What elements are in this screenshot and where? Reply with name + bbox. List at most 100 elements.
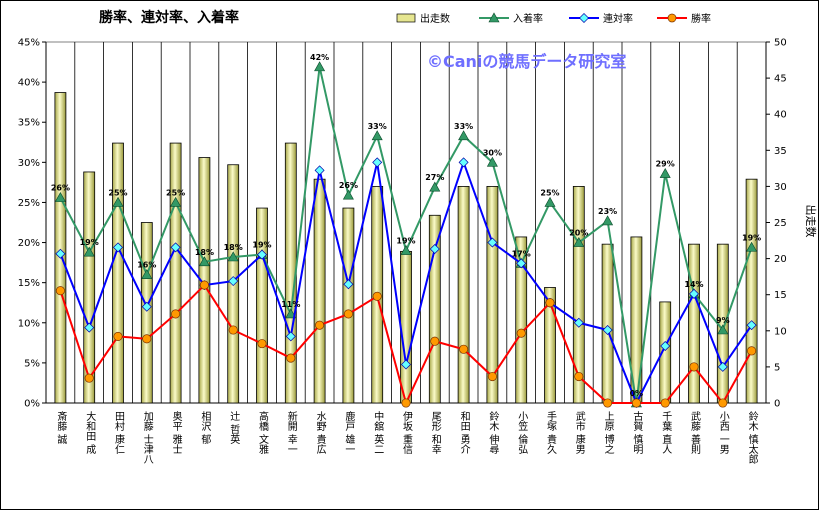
diamond-marker <box>602 325 613 335</box>
data-label: 27% <box>425 173 444 182</box>
legend-triangle-marker <box>488 12 500 23</box>
bar <box>457 185 470 404</box>
y-tick-label: 15% <box>18 278 40 289</box>
y-tick-label: 5% <box>24 358 40 369</box>
circle-marker <box>228 325 238 335</box>
circle-marker <box>430 336 440 346</box>
data-label: 18% <box>224 243 243 252</box>
data-label: 29% <box>656 160 675 169</box>
circle-marker <box>343 309 353 319</box>
category-label: 古賀 慎明 <box>631 410 643 455</box>
circle-marker <box>286 353 296 363</box>
category-label: 尾形 和幸 <box>429 411 441 455</box>
category-label: 千葉 直人 <box>660 411 672 454</box>
data-label: 26% <box>339 181 358 190</box>
y2-tick-label: 35 <box>774 146 787 157</box>
circle-marker <box>257 339 267 349</box>
bar <box>688 243 700 404</box>
diamond-marker <box>372 157 383 168</box>
circle-marker <box>401 398 411 408</box>
diamond-marker <box>660 341 671 352</box>
triangle-marker <box>746 241 758 252</box>
category-label: 和田 勇介 <box>458 411 470 454</box>
diamond-marker <box>84 322 95 333</box>
data-label: 19% <box>252 241 271 250</box>
triangle-marker <box>717 324 729 335</box>
triangle-marker <box>285 308 297 319</box>
diamond-marker <box>55 248 66 259</box>
circle-marker <box>372 291 382 301</box>
data-label: 25% <box>166 188 185 197</box>
diamond-marker <box>429 243 440 254</box>
circle-marker <box>631 398 641 408</box>
triangle-marker <box>342 189 354 200</box>
triangle-marker <box>371 130 383 141</box>
triangle-marker <box>659 167 671 178</box>
y-tick-label: 25% <box>18 198 40 209</box>
chart-title: 勝率、連対率、入着率 <box>99 9 239 26</box>
diamond-marker <box>746 320 757 331</box>
category-label: 田村 康仁 <box>113 411 125 454</box>
category-label: 鈴木 伸尋 <box>487 410 499 454</box>
y-tick-label: 10% <box>18 318 40 329</box>
triangle-marker <box>227 251 239 262</box>
diamond-marker <box>487 237 498 248</box>
bar <box>83 171 96 404</box>
data-label: 14% <box>684 280 703 289</box>
plot-area: 0% 5% 10% 15% 20% 25% 30% 35% 40% 45% 0 5 10 15 20 25 30… <box>18 38 787 465</box>
category-label: 手塚 貴久 <box>545 410 557 455</box>
triangle-marker <box>573 236 585 247</box>
y-tick-label: 40% <box>18 78 40 89</box>
circle-marker <box>459 344 469 354</box>
data-label: 11% <box>281 300 300 309</box>
y2-tick-label: 5 <box>774 362 780 373</box>
category-label: 新開 幸一 <box>285 410 297 454</box>
category-label: 小笠 倫弘 <box>516 411 528 455</box>
category-label: 鈴木 慎太郎 <box>746 410 758 465</box>
data-label: 19% <box>742 233 761 242</box>
data-label: 0% <box>630 389 644 398</box>
bar <box>486 185 499 404</box>
bar <box>112 142 124 404</box>
y-tick-label: 35% <box>18 118 40 129</box>
data-label: 42% <box>310 53 329 62</box>
circle-marker <box>171 309 181 319</box>
diamond-marker <box>141 301 152 312</box>
y2-tick-label: 25 <box>774 218 787 229</box>
diamond-marker <box>717 361 728 372</box>
data-label: 30% <box>483 148 502 157</box>
diamond-marker <box>228 276 239 287</box>
data-label: 17% <box>512 249 531 258</box>
y2-axis-label: 出走数 <box>804 205 818 238</box>
category-label: 鹿戸 雄一 <box>343 410 355 454</box>
data-label: 19% <box>80 238 99 247</box>
bar <box>313 178 326 404</box>
circle-marker <box>603 398 613 408</box>
triangle-marker <box>83 246 95 257</box>
legend-label-bar: 出走数 <box>420 12 450 25</box>
diamond-marker <box>113 242 123 253</box>
triangle-marker <box>602 215 614 226</box>
bar <box>140 222 153 404</box>
bar <box>515 236 528 404</box>
category-label: 中舘 英二 <box>372 410 384 454</box>
data-label: 26% <box>51 184 70 193</box>
legend-label-green: 入着率 <box>513 12 543 25</box>
bar <box>54 92 67 404</box>
data-label: 16% <box>137 261 156 270</box>
category-label: 小西 一男 <box>717 411 729 455</box>
y2-tick-label: 50 <box>774 38 787 49</box>
category-label: 武藤 善則 <box>689 410 701 455</box>
triangle-marker <box>112 196 124 207</box>
legend-label-blue: 連対率 <box>603 12 633 25</box>
triangle-marker <box>400 244 412 255</box>
bar <box>601 243 614 404</box>
circle-marker <box>660 398 670 408</box>
circle-marker <box>84 373 94 383</box>
data-label: 33% <box>368 122 387 131</box>
data-label: 19% <box>396 237 415 246</box>
y2-tick-label: 30 <box>774 182 787 193</box>
circle-marker <box>516 328 526 338</box>
diamond-marker <box>458 157 469 168</box>
